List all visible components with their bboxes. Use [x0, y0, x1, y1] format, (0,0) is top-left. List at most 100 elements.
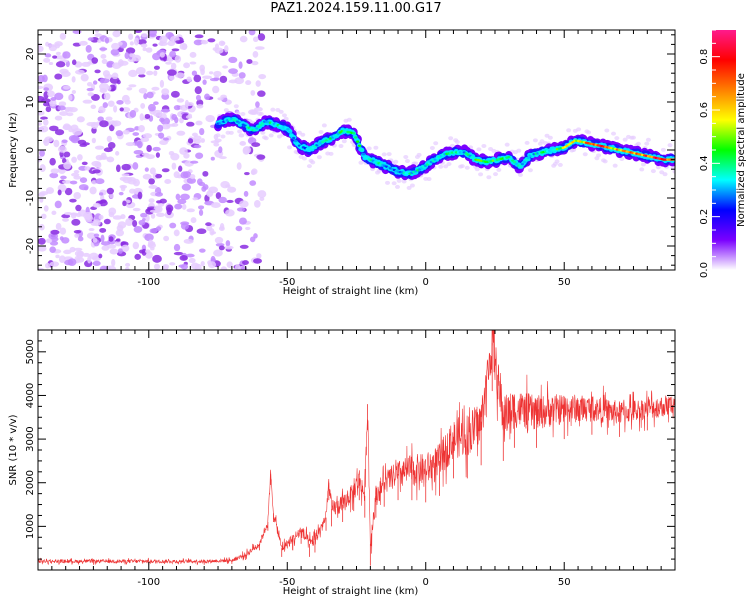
ridge-halo [662, 172, 668, 177]
colorbar: 0.0 0.2 0.4 0.6 0.8 Normalized spectral ampli… [699, 29, 747, 278]
noise-blob [68, 107, 78, 113]
noise-blob [46, 238, 53, 244]
noise-blob [169, 262, 176, 266]
noise-blob [174, 203, 183, 210]
noise-blob [87, 37, 94, 41]
ridge-halo [478, 172, 484, 177]
ridge-core [288, 130, 292, 134]
noise-blob [133, 37, 140, 46]
noise-blob [103, 147, 113, 153]
ridge-core [359, 148, 364, 152]
noise-blob [54, 129, 65, 136]
noise-blob [189, 61, 197, 65]
noise-blob [238, 72, 246, 79]
noise-blob [256, 154, 266, 160]
noise-blob [125, 142, 135, 147]
noise-blob [138, 219, 146, 226]
noise-blob [62, 217, 69, 222]
noise-blob [144, 233, 154, 242]
ridge-core [293, 139, 298, 143]
noise-blob [95, 178, 105, 185]
noise-blob [110, 48, 120, 56]
ridge-core [352, 132, 356, 135]
noise-blob [115, 164, 121, 173]
ridge-halo [429, 145, 435, 150]
noise-blob [225, 240, 231, 247]
noise-blob [149, 209, 160, 213]
ridge-halo [321, 123, 327, 128]
ridge-halo [235, 111, 241, 116]
ridge-halo [486, 175, 492, 180]
noise-blob [173, 243, 181, 252]
noise-blob [149, 167, 156, 175]
noise-blob [170, 62, 177, 70]
noise-blob [183, 152, 190, 159]
noise-blob [94, 33, 102, 38]
noise-blob [185, 102, 194, 107]
noise-blob [213, 249, 223, 257]
colorbar-tick-label: 0.6 [699, 102, 710, 118]
noise-blob [202, 184, 209, 191]
noise-blob [50, 229, 60, 235]
ridge-halo [640, 162, 646, 167]
noise-blob [206, 224, 213, 232]
noise-blob [214, 236, 224, 244]
noise-blob [92, 169, 101, 174]
noise-blob [215, 43, 220, 50]
noise-blob [179, 255, 188, 261]
noise-blob [220, 266, 228, 270]
x-tick-label: 0 [423, 277, 429, 288]
noise-blob [222, 65, 229, 69]
noise-blob [235, 225, 243, 232]
noise-blob [254, 199, 261, 208]
noise-blob [129, 109, 137, 118]
noise-blob [138, 87, 148, 94]
noise-blob [159, 113, 167, 120]
noise-blob [239, 244, 249, 249]
noise-blob [97, 116, 104, 122]
noise-blob [145, 154, 155, 160]
noise-blob [38, 85, 44, 90]
noise-blob [58, 101, 67, 107]
ridge-halo [476, 147, 482, 152]
ridge-halo [524, 140, 530, 145]
noise-blob [240, 266, 248, 270]
x-axis-label: Height of straight line (km) [283, 286, 419, 297]
noise-blob [228, 68, 238, 74]
noise-blob [92, 203, 102, 208]
x-tick-label: -50 [279, 277, 295, 288]
noise-blob [43, 205, 49, 212]
noise-blob [48, 61, 54, 66]
noise-blob [178, 165, 183, 172]
y-tick-label: 3000 [25, 426, 36, 451]
noise-blob [190, 262, 200, 270]
noise-blob [140, 212, 148, 218]
noise-blob [54, 41, 63, 47]
ridge-halo [660, 147, 666, 152]
noise-blob [227, 186, 237, 193]
noise-blob [219, 75, 228, 84]
noise-blob [125, 218, 134, 226]
ridge-core [259, 123, 263, 127]
ridge-halo [464, 165, 470, 170]
noise-blob [210, 202, 221, 209]
ridge-core [511, 159, 515, 162]
noise-blob [55, 222, 62, 231]
ridge-halo [260, 130, 266, 135]
ridge-halo [644, 141, 650, 146]
y-tick-label: 2000 [25, 470, 36, 495]
ridge-halo [612, 163, 618, 168]
noise-blob [167, 69, 177, 76]
noise-blob [90, 104, 97, 110]
noise-blob [59, 227, 67, 235]
ridge-halo [474, 167, 480, 172]
noise-blob [50, 236, 59, 242]
ridge-halo [228, 130, 234, 135]
noise-blob [194, 34, 204, 39]
ridge-core [526, 156, 530, 159]
noise-blob [146, 91, 154, 99]
noise-blob [43, 87, 50, 91]
noise-blob [117, 221, 127, 229]
ridge-core [509, 157, 513, 161]
